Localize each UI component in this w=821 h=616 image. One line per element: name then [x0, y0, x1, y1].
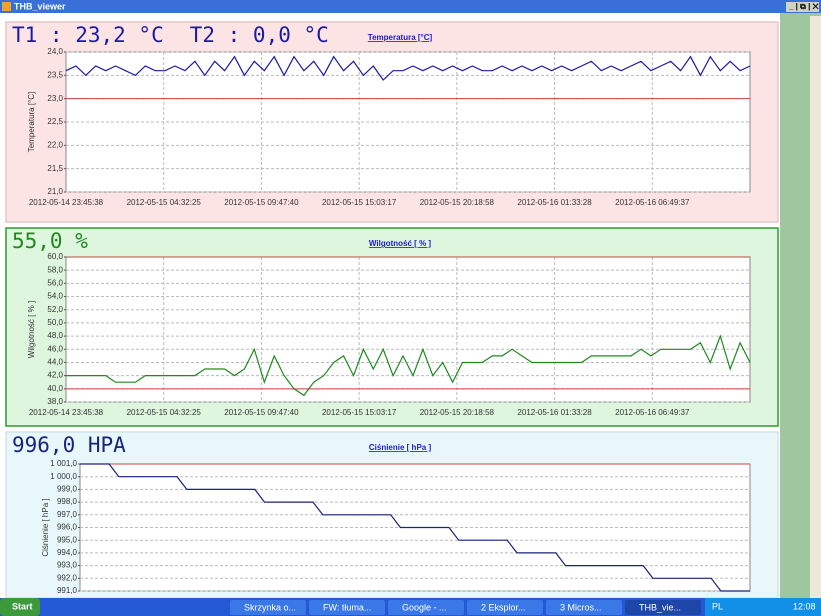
x-tick-label: 2012-05-16 06:49:37 — [615, 198, 690, 207]
language[interactable]: PL — [712, 601, 723, 611]
task-label: Google - ... — [402, 602, 447, 612]
task-list: Skrzynka o... FW: tłuma... Google - ... 2 E… — [230, 600, 701, 615]
task-label: 3 Micros... — [560, 602, 602, 612]
data-line — [66, 334, 751, 397]
x-tick-label: 2012-05-15 20:18:58 — [420, 198, 495, 207]
x-tick-label: 2012-05-15 15:03:17 — [322, 198, 397, 207]
app-icon — [2, 2, 11, 11]
y-tick-label: 40,0 — [47, 384, 63, 393]
x-tick-label: 2012-05-15 20:18:58 — [420, 408, 495, 417]
x-tick-label: 2012-05-16 01:33:28 — [517, 408, 592, 417]
x-tick-label: 2012-05-16 06:49:37 — [615, 408, 690, 417]
x-tick-label: 2012-05-15 09:47:40 — [224, 408, 299, 417]
y-tick-label: 22,5 — [47, 117, 63, 126]
window-controls[interactable]: _ | ⧉ | ✕ — [786, 2, 820, 12]
y-tick-label: 1 001,0 — [50, 459, 77, 468]
readout: T2 : 0,0 °C — [190, 23, 329, 47]
x-tick-label: 2012-05-16 01:33:28 — [517, 198, 592, 207]
y-tick-label: 54,0 — [47, 292, 63, 301]
window-title: THB_viewer — [14, 1, 66, 11]
data-line — [80, 463, 750, 592]
y-tick-label: 56,0 — [47, 278, 63, 287]
chart-title: Wilgotność [ % ] — [369, 239, 431, 248]
readout: 996,0 HPA — [12, 433, 126, 457]
y-tick-label: 994,0 — [57, 548, 78, 557]
chart-title: Temperatura [°C] — [368, 33, 433, 42]
y-tick-label: 992,0 — [57, 573, 78, 582]
y-tick-label: 993,0 — [57, 561, 78, 570]
y-tick-label: 21,5 — [47, 164, 63, 173]
y-tick-label: 50,0 — [47, 318, 63, 327]
y-tick-label: 38,0 — [47, 397, 63, 406]
y-axis-label: Temperatura [°C] — [27, 92, 36, 153]
y-tick-label: 998,0 — [57, 497, 78, 506]
task-label: Skrzynka o... — [244, 602, 296, 612]
y-tick-label: 46,0 — [47, 344, 63, 353]
y-tick-label: 21,0 — [47, 187, 63, 196]
charts: T1 : 23,2 °C T2 : 0,0 °C Temperatura [°C] T… — [5, 21, 779, 599]
task-label: FW: tłuma... — [323, 602, 371, 612]
task-button[interactable] — [309, 600, 385, 615]
task-button[interactable] — [625, 600, 701, 615]
readout: T1 : 23,2 °C — [12, 23, 164, 47]
task-button[interactable] — [546, 600, 622, 615]
task-label: 2 Eksplor... — [481, 602, 526, 612]
title-bar — [0, 0, 821, 13]
plot-area — [65, 256, 751, 403]
y-tick-label: 999,0 — [57, 485, 78, 494]
start-label: Start — [12, 601, 33, 611]
y-tick-label: 44,0 — [47, 358, 63, 367]
x-tick-label: 2012-05-15 09:47:40 — [224, 198, 299, 207]
data-line — [65, 55, 751, 81]
y-tick-label: 23,0 — [47, 94, 63, 103]
task-button[interactable] — [467, 600, 543, 615]
y-tick-label: 997,0 — [57, 510, 78, 519]
y-tick-label: 24,0 — [47, 47, 63, 56]
x-tick-label: 2012-05-15 15:03:17 — [322, 408, 397, 417]
y-tick-label: 991,0 — [57, 586, 78, 595]
y-tick-label: 58,0 — [47, 265, 63, 274]
task-label: THB_vie... — [639, 602, 681, 612]
y-tick-label: 60,0 — [47, 252, 63, 261]
task-button[interactable] — [388, 600, 464, 615]
task-button[interactable] — [230, 600, 306, 615]
y-tick-label: 22,0 — [47, 140, 63, 149]
y-tick-label: 1 000,0 — [50, 472, 77, 481]
y-axis-label: Wilgotność [ % ] — [27, 301, 36, 358]
tray — [705, 598, 821, 616]
y-tick-label: 996,0 — [57, 523, 78, 532]
y-tick-label: 995,0 — [57, 535, 78, 544]
x-tick-label: 2012-05-15 04:32:25 — [127, 198, 202, 207]
y-tick-label: 42,0 — [47, 371, 63, 380]
x-tick-label: 2012-05-15 04:32:25 — [127, 408, 202, 417]
clock: 12:08 — [793, 601, 816, 611]
y-axis-label: Ciśnienie [ hPa ] — [41, 498, 50, 556]
x-tick-label: 2012-05-14 23:45:38 — [29, 408, 104, 417]
y-tick-label: 48,0 — [47, 331, 63, 340]
scrollbar[interactable] — [810, 16, 821, 598]
y-tick-label: 52,0 — [47, 305, 63, 314]
start-button[interactable]: Start — [0, 598, 40, 616]
chart-title: Ciśnienie [ hPa ] — [369, 443, 432, 452]
svg-text:_ | ⧉ | ✕: _ | ⧉ | ✕ — [788, 2, 820, 11]
x-tick-label: 2012-05-14 23:45:38 — [29, 198, 104, 207]
readout: 55,0 % — [12, 229, 88, 253]
y-tick-label: 23,5 — [47, 70, 63, 79]
